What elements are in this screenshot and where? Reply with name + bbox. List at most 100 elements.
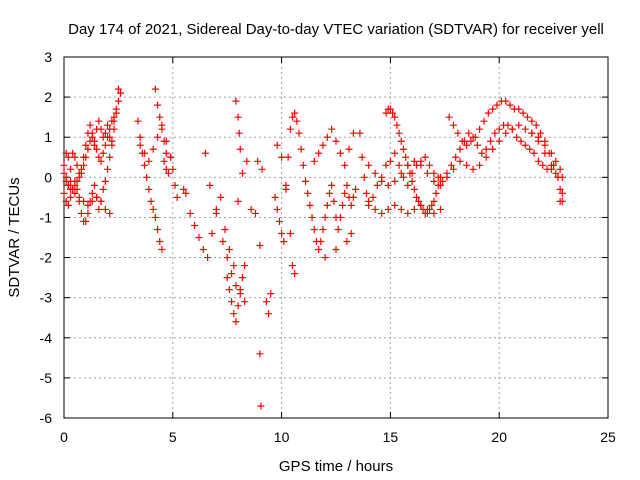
- data-point: [310, 157, 318, 165]
- data-point: [345, 145, 353, 153]
- data-point: [456, 157, 464, 165]
- data-point: [293, 117, 301, 125]
- data-point: [156, 238, 164, 246]
- data-point: [323, 133, 331, 141]
- data-point: [275, 217, 283, 225]
- data-point: [278, 229, 286, 237]
- data-point: [378, 177, 386, 185]
- data-point: [434, 181, 442, 189]
- data-point: [110, 113, 118, 121]
- data-point: [284, 153, 292, 161]
- data-point: [95, 205, 103, 213]
- data-point: [404, 209, 412, 217]
- data-point: [319, 225, 327, 233]
- data-point: [95, 117, 103, 125]
- data-point: [77, 209, 85, 217]
- data-point: [299, 161, 307, 169]
- chart-title: Day 174 of 2021, Sidereal Day-to-day VTE…: [68, 21, 604, 38]
- data-point: [517, 137, 525, 145]
- data-point: [236, 145, 244, 153]
- data-point: [235, 129, 243, 137]
- x-axis-title: GPS time / hours: [279, 458, 393, 475]
- data-point: [373, 181, 381, 189]
- data-point: [428, 201, 436, 209]
- data-point: [530, 149, 538, 157]
- data-point: [397, 205, 405, 213]
- data-point: [158, 125, 166, 133]
- data-point: [558, 189, 566, 197]
- data-point: [286, 229, 294, 237]
- data-point: [90, 137, 98, 145]
- data-point: [204, 254, 212, 262]
- data-point: [519, 109, 527, 117]
- data-point: [471, 133, 479, 141]
- data-point: [306, 201, 314, 209]
- data-point: [95, 153, 103, 161]
- data-point: [258, 165, 266, 173]
- data-point: [97, 197, 105, 205]
- data-point: [339, 201, 347, 209]
- y-tick-label: -3: [40, 290, 53, 306]
- data-point: [80, 197, 88, 205]
- data-points: [60, 85, 566, 410]
- data-point: [423, 169, 431, 177]
- data-point: [521, 125, 529, 133]
- data-point: [80, 161, 88, 169]
- y-axis-title: SDTVAR / TECUs: [6, 177, 23, 297]
- data-point: [473, 141, 481, 149]
- data-point: [104, 121, 112, 129]
- data-point: [336, 213, 344, 221]
- data-point: [164, 169, 172, 177]
- data-point: [71, 189, 79, 197]
- data-point: [552, 169, 560, 177]
- data-point: [356, 129, 364, 137]
- data-point: [491, 129, 499, 137]
- data-point: [476, 125, 484, 133]
- data-point: [550, 161, 558, 169]
- data-point: [265, 310, 273, 318]
- x-tick-label: 25: [600, 429, 616, 445]
- data-point: [515, 105, 523, 113]
- data-point: [360, 173, 368, 181]
- data-point: [319, 141, 327, 149]
- data-point: [534, 157, 542, 165]
- data-point: [443, 173, 451, 181]
- data-point: [234, 197, 242, 205]
- data-point: [241, 262, 249, 270]
- data-point: [169, 165, 177, 173]
- data-point: [526, 145, 534, 153]
- data-point: [64, 153, 72, 161]
- data-point: [325, 189, 333, 197]
- data-point: [463, 141, 471, 149]
- data-point: [436, 173, 444, 181]
- data-point: [219, 238, 227, 246]
- data-point: [288, 113, 296, 121]
- data-point: [93, 193, 101, 201]
- data-point: [247, 205, 255, 213]
- data-point: [478, 149, 486, 157]
- data-point: [230, 310, 238, 318]
- data-point: [486, 137, 494, 145]
- grid: [64, 57, 608, 418]
- data-point: [391, 113, 399, 121]
- data-point: [534, 133, 542, 141]
- data-point: [234, 113, 242, 121]
- data-point: [112, 105, 120, 113]
- data-point: [349, 193, 357, 201]
- data-point: [447, 161, 455, 169]
- data-point: [223, 274, 231, 282]
- data-point: [410, 205, 418, 213]
- data-point: [99, 149, 107, 157]
- data-point: [141, 149, 149, 157]
- data-point: [417, 161, 425, 169]
- data-point: [547, 149, 555, 157]
- data-point: [469, 165, 477, 173]
- data-point: [482, 153, 490, 161]
- data-point: [399, 145, 407, 153]
- data-point: [101, 205, 109, 213]
- data-point: [439, 177, 447, 185]
- x-tick-labels: 0 5 10 15 20 25: [60, 429, 616, 445]
- data-point: [430, 197, 438, 205]
- data-point: [347, 201, 355, 209]
- data-point: [167, 153, 175, 161]
